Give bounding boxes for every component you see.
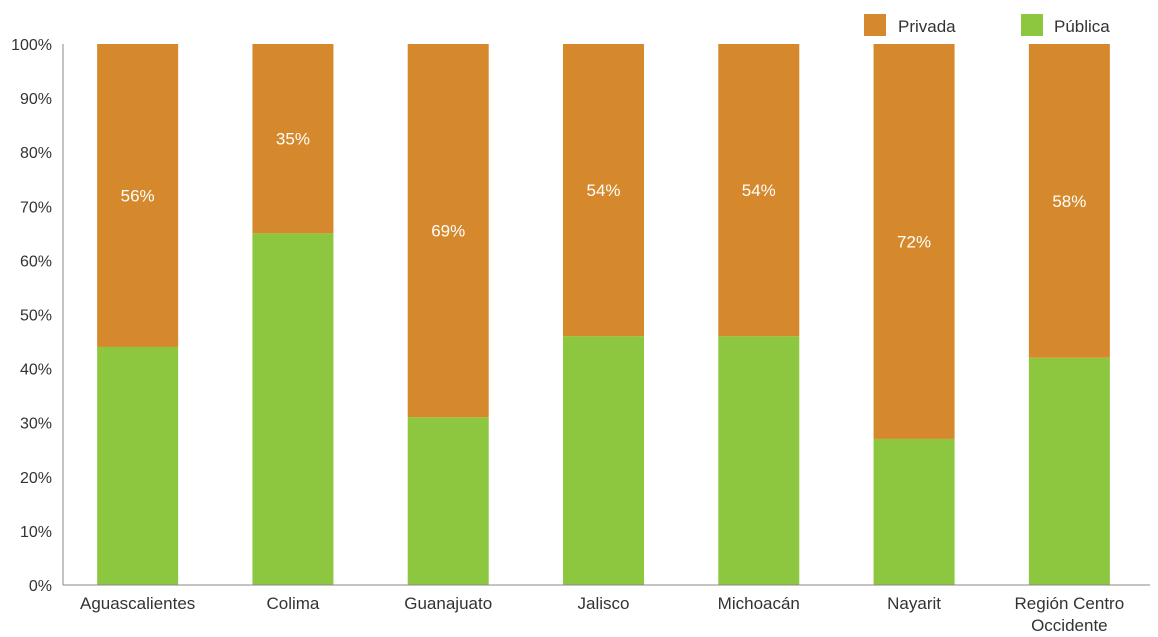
- data-label: 56%: [121, 186, 155, 205]
- legend-label: Privada: [898, 17, 956, 36]
- bar-segment-p-blica: [252, 233, 334, 585]
- bar-segment-privada: [873, 44, 955, 439]
- y-axis: 0% 10% 20% 30% 40% 50% 60% 70% 80% 90% 100%: [11, 37, 64, 595]
- y-tick-label: 100%: [11, 37, 52, 54]
- bar-segment-p-blica: [1028, 357, 1110, 585]
- y-tick-label: 10%: [20, 524, 52, 541]
- y-tick-label: 0%: [29, 578, 52, 595]
- x-tick-label: Michoacán: [718, 594, 800, 613]
- bar-segment-privada: [97, 44, 179, 347]
- x-tick-label: Nayarit: [887, 594, 941, 613]
- x-axis: Aguascalientes Colima Guanajuato Jalisco Mic…: [63, 584, 1150, 635]
- data-label: 35%: [276, 130, 310, 149]
- y-tick-label: 40%: [20, 362, 52, 379]
- x-tick-label: Guanajuato: [404, 594, 492, 613]
- y-tick-label: 50%: [20, 308, 52, 325]
- data-label: 69%: [431, 222, 465, 241]
- data-label: 58%: [1052, 192, 1086, 211]
- x-tick-label: Aguascalientes: [80, 594, 195, 613]
- y-tick-label: 90%: [20, 91, 52, 108]
- x-tick-label: Jalisco: [578, 594, 630, 613]
- legend-swatch: [864, 14, 886, 36]
- bar-segment-privada: [563, 44, 644, 337]
- bars: 56% 35% 69% 54% 54% 72% 58%: [97, 44, 1110, 585]
- y-tick-label: 60%: [20, 253, 52, 270]
- bar-segment-privada: [1028, 44, 1110, 358]
- x-tick-label: Colima: [266, 594, 319, 613]
- data-label: 54%: [586, 181, 620, 200]
- data-label: 54%: [742, 181, 776, 200]
- legend: Privada Pública: [864, 14, 1110, 36]
- bar-segment-p-blica: [718, 336, 800, 585]
- y-tick-label: 70%: [20, 199, 52, 216]
- y-tick-label: 20%: [20, 470, 52, 487]
- bar-segment-p-blica: [873, 438, 955, 585]
- bar-segment-p-blica: [563, 336, 644, 585]
- y-tick-label: 30%: [20, 416, 52, 433]
- data-label: 72%: [897, 232, 931, 251]
- x-tick-label: Región Centro Occidente: [1015, 594, 1125, 635]
- legend-label: Pública: [1054, 17, 1110, 36]
- legend-swatch: [1021, 14, 1043, 36]
- bar-segment-p-blica: [407, 417, 489, 585]
- bar-segment-p-blica: [97, 346, 179, 585]
- bar-segment-privada: [407, 44, 489, 418]
- y-tick-label: 80%: [20, 145, 52, 162]
- bar-segment-privada: [252, 44, 334, 234]
- bar-segment-privada: [718, 44, 800, 337]
